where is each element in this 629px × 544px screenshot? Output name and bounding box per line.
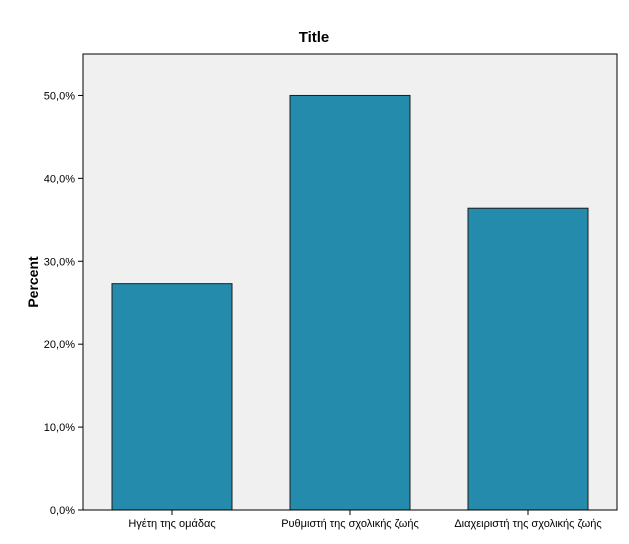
x-category-label-1: Ρυθμιστή της σχολικής ζωής <box>281 518 419 530</box>
x-axis-labels: Ηγέτη της ομάδας Ρυθμιστή της σχολικής ζω… <box>128 510 602 530</box>
y-axis-ticks: 0,0% 10,0% 20,0% 30,0% 40,0% 50,0% <box>44 90 83 517</box>
x-category-label-2: Διαχειριστή της σχολικής ζωής <box>454 518 601 530</box>
chart-title: Title <box>299 29 330 46</box>
bar-0 <box>111 283 233 511</box>
y-tick-label-2: 20,0% <box>44 339 75 351</box>
bars-layer <box>111 94 589 511</box>
y-axis-label: Percent <box>25 256 41 308</box>
y-tick-label-3: 30,0% <box>44 256 75 268</box>
x-category-label-0: Ηγέτη της ομάδας <box>128 518 215 530</box>
bar-2 <box>467 207 589 511</box>
y-tick-label-5: 50,0% <box>44 90 75 102</box>
y-tick-label-1: 10,0% <box>44 422 75 434</box>
y-tick-label-4: 40,0% <box>44 173 75 185</box>
bar-1 <box>289 94 411 511</box>
y-tick-label-0: 0,0% <box>50 505 75 517</box>
